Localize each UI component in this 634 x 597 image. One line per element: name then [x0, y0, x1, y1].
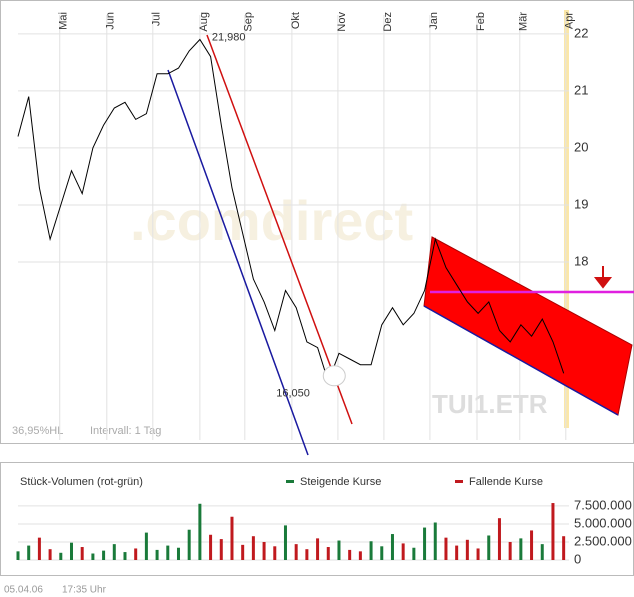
- volume-bar: [134, 548, 138, 560]
- y-tick-label: 20: [574, 139, 588, 154]
- symbol: TUI1.ETR: [432, 389, 548, 419]
- volume-bar: [401, 543, 405, 560]
- x-tick-label: Jul: [151, 12, 163, 26]
- arrow: [593, 266, 613, 289]
- volume-bar: [27, 545, 31, 560]
- volume-bar: [198, 503, 202, 560]
- x-tick-label: Mär: [518, 12, 530, 31]
- y-tick-label: 7.500.000: [574, 497, 632, 512]
- volume-bar: [348, 549, 352, 560]
- volume-bar: [294, 544, 298, 560]
- volume-bar: [91, 553, 95, 560]
- volume-bar: [16, 551, 20, 560]
- footer-date: 05.04.06: [4, 585, 43, 596]
- trend-line: [167, 69, 309, 456]
- volume-bar: [412, 547, 416, 560]
- volume-bar: [551, 503, 555, 560]
- volume-bar: [283, 525, 287, 560]
- price-line: [17, 38, 565, 384]
- trend-line: [206, 34, 353, 425]
- volume-bar: [423, 527, 427, 560]
- volume-bar: [230, 516, 234, 560]
- volume-bar: [369, 541, 373, 560]
- volume-bar: [209, 534, 213, 560]
- volume-bar: [540, 544, 544, 560]
- volume-bar: [530, 530, 534, 560]
- volume-bar: [519, 538, 523, 560]
- volume-bar: [390, 534, 394, 560]
- volume-bar: [176, 547, 180, 560]
- info: 36,95%HL: [12, 425, 63, 437]
- volume-bar: [112, 544, 116, 560]
- volume-bar: [123, 552, 127, 560]
- volume-bar: [337, 540, 341, 560]
- legend-label: Steigende Kurse: [300, 476, 381, 488]
- legend-swatch: [286, 480, 294, 483]
- volume-bar: [102, 550, 106, 560]
- x-tick-label: Okt: [290, 12, 302, 29]
- marker: [322, 365, 346, 387]
- volume-title: Stück-Volumen (rot-grün): [20, 476, 143, 488]
- watermark: .comdirect: [130, 189, 413, 252]
- volume-bar: [187, 529, 191, 560]
- volume-bar: [455, 545, 459, 560]
- price-panel: [0, 0, 634, 444]
- volume-bar: [358, 551, 362, 560]
- volume-bar: [241, 544, 245, 560]
- volume-bar: [48, 549, 52, 560]
- y-tick-label: 22: [574, 25, 588, 40]
- y-tick-label: 19: [574, 196, 588, 211]
- volume-bar: [155, 549, 159, 560]
- x-tick-label: Dez: [382, 12, 394, 32]
- y-tick-label: 18: [574, 253, 588, 268]
- x-tick-label: Sep: [243, 12, 255, 32]
- volume-bar: [316, 538, 320, 560]
- volume-bar: [80, 547, 84, 560]
- volume-bar: [144, 532, 148, 560]
- volume-bar: [487, 535, 491, 560]
- volume-bar: [219, 539, 223, 560]
- y-tick-label: 21: [574, 82, 588, 97]
- x-tick-label: Feb: [475, 12, 487, 31]
- volume-bar: [497, 518, 501, 560]
- x-tick-label: Nov: [336, 12, 348, 32]
- volume-bar: [273, 546, 277, 560]
- footer-time: 17:35 Uhr: [62, 585, 107, 596]
- legend-swatch: [455, 480, 463, 483]
- volume-bar: [262, 541, 266, 560]
- x-tick-label: Aug: [198, 12, 210, 32]
- legend-label: Fallende Kurse: [469, 476, 543, 488]
- volume-bar: [69, 542, 73, 560]
- volume-bar: [562, 536, 566, 560]
- volume-bar: [59, 552, 63, 560]
- x-tick-label: Jan: [428, 12, 440, 30]
- info: Intervall: 1 Tag: [90, 425, 161, 437]
- volume-bar: [380, 546, 384, 560]
- y-tick-label: 2.500.000: [574, 533, 632, 548]
- volume-bar: [433, 522, 437, 560]
- volume-bar: [444, 537, 448, 560]
- volume-bar: [508, 541, 512, 560]
- x-tick-label: Apr: [564, 12, 576, 29]
- y-tick-label: 5.000.000: [574, 515, 632, 530]
- volume-bar: [476, 548, 480, 560]
- volume-bar: [305, 549, 309, 560]
- volume-bar: [326, 547, 330, 560]
- x-tick-label: Jun: [105, 12, 117, 30]
- x-tick-label: Mai: [58, 12, 70, 30]
- volume-bar: [166, 545, 170, 560]
- channel-bottom: [423, 305, 619, 416]
- y-tick-label: 0: [574, 551, 581, 566]
- volume-bar: [37, 537, 41, 560]
- trend-drawings: [167, 34, 634, 456]
- today-band: [564, 10, 569, 428]
- min-label: 16,050: [276, 388, 310, 400]
- volume-bar: [465, 539, 469, 560]
- max-label: 21,980: [212, 31, 246, 43]
- volume-bar: [251, 536, 255, 560]
